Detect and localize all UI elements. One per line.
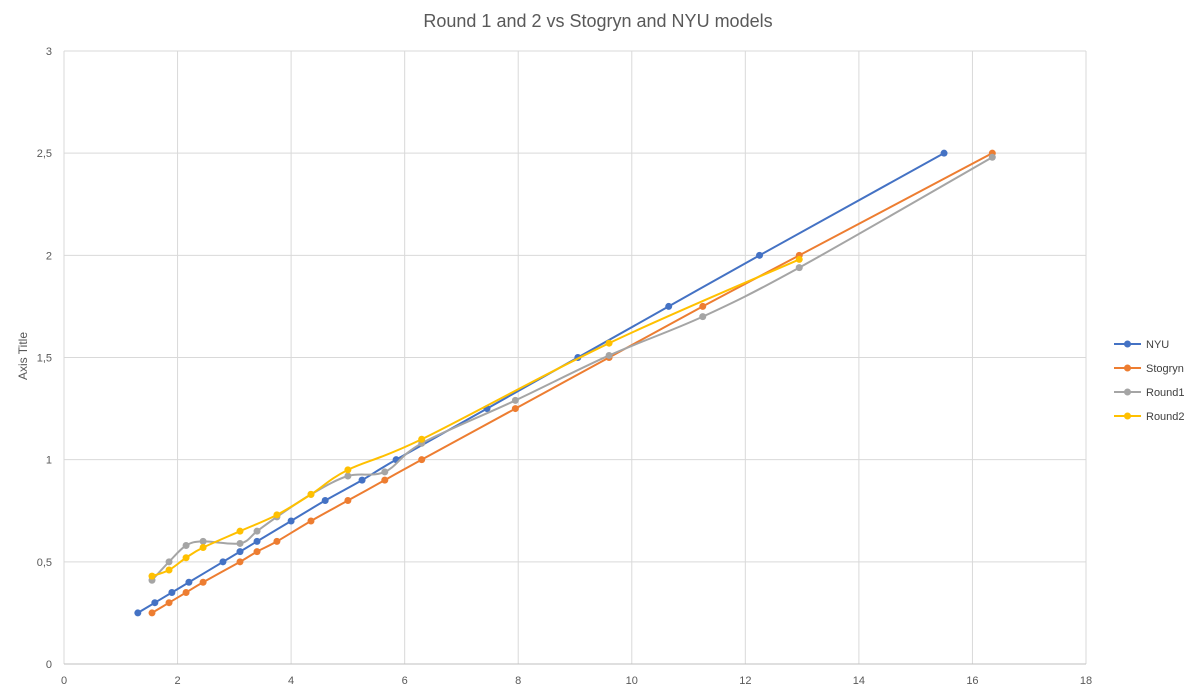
- data-point-round2: [199, 544, 207, 552]
- data-point-round1: [199, 537, 207, 545]
- data-point-round2: [307, 490, 315, 498]
- legend-label-nyu: NYU: [1146, 339, 1169, 351]
- data-point-nyu: [253, 537, 261, 545]
- legend-marker-round1: [1124, 388, 1131, 396]
- data-point-nyu: [236, 548, 244, 556]
- legend-label-stogryn: Stogryn: [1146, 363, 1184, 375]
- axes: 0 2 4 6 8 10 12 14 16 18 0 0,5 1 1,5 2 2,5 3: [37, 46, 1092, 687]
- y-tick-label: 1,5: [37, 353, 52, 365]
- data-point-nyu: [185, 578, 193, 586]
- y-tick-label: 2: [46, 250, 52, 262]
- y-tick-label: 0: [46, 659, 52, 671]
- data-point-stogryn: [182, 588, 190, 596]
- x-tick-label: 4: [288, 675, 294, 687]
- data-point-nyu: [940, 149, 948, 157]
- x-tick-label: 16: [966, 675, 978, 687]
- data-point-round1: [381, 468, 389, 476]
- y-tick-label: 2,5: [37, 148, 52, 160]
- data-point-round1: [795, 264, 803, 272]
- data-point-round2: [165, 566, 173, 574]
- x-tick-label: 0: [61, 675, 67, 687]
- y-tick-label: 3: [46, 46, 52, 58]
- data-point-round1: [236, 539, 244, 547]
- x-tick-label: 6: [402, 675, 408, 687]
- data-point-round2: [344, 466, 352, 474]
- data-point-round1: [253, 527, 261, 535]
- data-point-stogryn: [418, 456, 426, 464]
- x-tick-label: 14: [853, 675, 865, 687]
- x-tick-label: 2: [174, 675, 180, 687]
- legend-label-round1: Round1: [1146, 387, 1185, 399]
- y-tick-label: 0,5: [37, 557, 52, 569]
- data-point-round2: [418, 435, 426, 443]
- data-point-nyu: [665, 302, 673, 310]
- data-point-nyu: [756, 251, 764, 259]
- data-point-nyu: [358, 476, 366, 484]
- data-point-nyu: [168, 588, 176, 596]
- data-point-stogryn: [148, 609, 156, 617]
- data-point-round2: [148, 572, 156, 580]
- x-tick-label: 8: [515, 675, 521, 687]
- legend-marker-round2: [1124, 412, 1131, 420]
- data-point-round2: [795, 255, 803, 263]
- data-point-stogryn: [273, 537, 281, 545]
- data-point-stogryn: [165, 599, 173, 607]
- data-point-round1: [605, 351, 613, 359]
- data-point-round1: [988, 153, 996, 161]
- data-point-round2: [605, 339, 613, 347]
- data-point-stogryn: [511, 405, 519, 413]
- legend-label-round2: Round2: [1146, 411, 1185, 423]
- data-point-round1: [344, 472, 352, 480]
- data-point-nyu: [219, 558, 227, 566]
- data-point-nyu: [321, 497, 329, 505]
- data-point-stogryn: [699, 302, 707, 310]
- data-point-round2: [236, 527, 244, 535]
- data-point-stogryn: [307, 517, 315, 525]
- data-point-nyu: [287, 517, 295, 525]
- data-point-round1: [182, 541, 190, 549]
- data-point-stogryn: [253, 548, 261, 556]
- x-tick-label: 18: [1080, 675, 1092, 687]
- legend-marker-nyu: [1124, 340, 1131, 348]
- data-point-round1: [511, 396, 519, 404]
- data-point-stogryn: [199, 578, 207, 586]
- chart-title: Round 1 and 2 vs Stogryn and NYU models: [423, 11, 772, 31]
- y-axis-title: Axis Title: [16, 332, 30, 380]
- data-point-nyu: [134, 609, 142, 617]
- x-tick-label: 10: [626, 675, 638, 687]
- x-tick-label: 12: [739, 675, 751, 687]
- data-point-stogryn: [344, 497, 352, 505]
- data-point-round2: [273, 511, 281, 519]
- legend-marker-stogryn: [1124, 364, 1131, 372]
- data-point-round1: [165, 558, 173, 566]
- data-point-stogryn: [236, 558, 244, 566]
- data-point-nyu: [151, 599, 159, 607]
- data-point-round1: [699, 313, 707, 321]
- series-lines: [134, 149, 996, 617]
- data-point-round2: [182, 554, 190, 562]
- legend: NYU Stogryn Round1 Round2: [1114, 339, 1185, 423]
- data-point-stogryn: [381, 476, 389, 484]
- y-tick-label: 1: [46, 455, 52, 467]
